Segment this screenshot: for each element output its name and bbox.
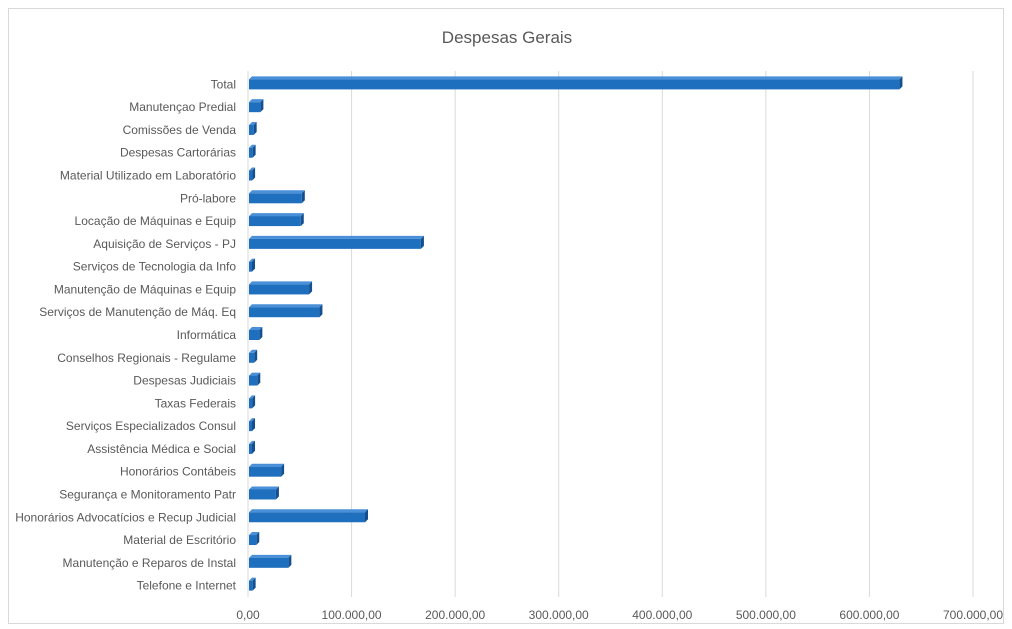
bar — [249, 281, 313, 295]
bar — [249, 577, 256, 591]
bar — [249, 76, 903, 90]
bar — [249, 167, 256, 181]
x-tick-label: 300.000,00 — [529, 608, 589, 622]
category-label: Serviços de Tecnologia da Info — [73, 260, 237, 274]
category-label: Comissões de Venda — [123, 123, 237, 137]
category-label: Aquisição de Serviços - PJ — [93, 237, 236, 251]
bar — [249, 395, 256, 409]
category-label: Serviços de Manutenção de Máq. Eq — [39, 305, 236, 319]
category-label: Manutenção e Reparos de Instal — [63, 556, 236, 570]
bar — [249, 509, 368, 523]
x-tick-label: 0,00 — [236, 608, 260, 622]
category-label: Total — [211, 77, 236, 91]
category-label: Material Utilizado em Laboratório — [60, 169, 236, 183]
category-label: Despesas Judiciais — [133, 374, 236, 388]
category-label: Serviços Especializados Consul — [66, 419, 236, 433]
x-axis-tick-labels: 0,00 100.000,00 200.000,00 300.000,00 400.00… — [236, 608, 1003, 622]
category-label: Material de Escritório — [123, 533, 236, 547]
category-label: Pró-labore — [180, 191, 236, 205]
bar — [249, 372, 261, 386]
category-label: Segurança e Monitoramento Patr — [59, 487, 236, 501]
bar — [249, 554, 292, 568]
bar — [249, 440, 255, 454]
category-label: Locação de Máquinas e Equip — [75, 214, 237, 228]
bar — [249, 121, 257, 135]
bar — [249, 258, 255, 272]
category-label: Telefone e Internet — [137, 579, 237, 593]
bar — [249, 213, 304, 227]
bar — [249, 418, 255, 432]
category-label: Honorários Advocatícios e Recup Judicial — [15, 510, 236, 524]
chart-title: Despesas Gerais — [442, 28, 572, 47]
chart-area: Despesas Gerais Total Manutençao Predial C… — [8, 8, 1004, 624]
category-label: Conselhos Regionais - Regulame — [57, 351, 236, 365]
category-label: Honorários Contábeis — [120, 465, 236, 479]
bar — [249, 349, 258, 363]
category-label: Assistência Médica e Social — [87, 442, 236, 456]
category-label: Informática — [177, 328, 237, 342]
bar — [249, 99, 264, 113]
category-label: Taxas Federais — [155, 396, 236, 410]
x-tick-label: 500.000,00 — [736, 608, 796, 622]
bar — [249, 235, 424, 249]
x-tick-label: 600.000,00 — [839, 608, 899, 622]
bar — [249, 486, 279, 500]
x-tick-label: 400.000,00 — [632, 608, 692, 622]
category-label: Manutenção de Máquinas e Equip — [54, 282, 236, 296]
bar — [249, 532, 260, 546]
x-tick-label: 700.000,00 — [943, 608, 1003, 622]
gridlines — [247, 71, 974, 597]
bar — [249, 144, 256, 158]
x-tick-label: 100.000,00 — [322, 608, 382, 622]
category-label: Despesas Cartorárias — [120, 146, 236, 160]
category-labels: Total Manutençao Predial Comissões de Vend… — [15, 77, 236, 592]
bar — [249, 463, 285, 477]
bar — [249, 190, 305, 204]
bar — [249, 327, 263, 340]
x-tick-label: 200.000,00 — [425, 608, 485, 622]
bars — [249, 76, 903, 591]
category-label: Manutençao Predial — [129, 100, 236, 114]
bar — [249, 304, 323, 318]
bar-chart: Despesas Gerais Total Manutençao Predial C… — [15, 28, 1003, 622]
